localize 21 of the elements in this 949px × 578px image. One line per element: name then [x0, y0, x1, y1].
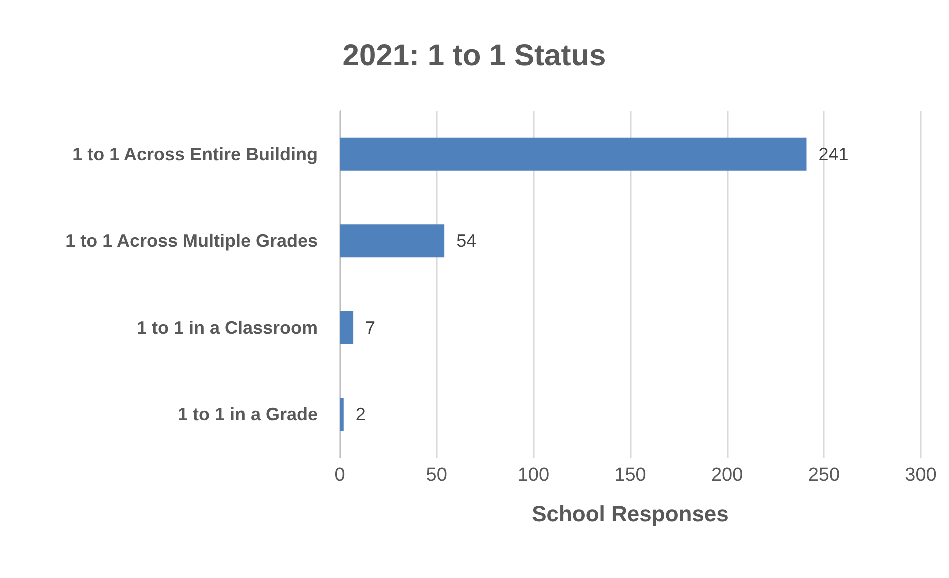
chart-title: 2021: 1 to 1 Status [342, 40, 606, 72]
x-tick-label: 50 [426, 465, 448, 486]
data-label: 54 [456, 231, 477, 252]
data-label: 2 [356, 404, 366, 425]
y-tick-label: 1 to 1 in a Grade [178, 404, 318, 425]
data-label: 7 [366, 318, 376, 338]
x-tick-label: 300 [905, 465, 937, 486]
x-tick-label: 0 [334, 465, 346, 486]
bar [340, 224, 445, 258]
y-tick-label: 1 to 1 Across Entire Building [72, 144, 318, 164]
x-tick-label: 150 [614, 465, 646, 486]
bar [340, 311, 354, 344]
x-tick-label: 100 [518, 465, 550, 486]
data-label: 241 [818, 144, 849, 164]
x-tick-label: 200 [711, 465, 744, 486]
y-tick-label: 1 to 1 Across Multiple Grades [66, 231, 318, 252]
bar [340, 398, 344, 432]
x-axis-title: School Responses [532, 502, 729, 526]
bar [340, 138, 807, 171]
y-tick-label: 1 to 1 in a Classroom [136, 318, 318, 338]
x-tick-label: 250 [808, 465, 840, 486]
